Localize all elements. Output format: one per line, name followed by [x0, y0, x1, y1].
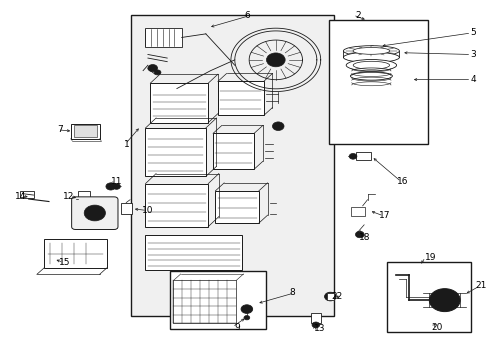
Ellipse shape: [352, 61, 389, 69]
Bar: [121, 203, 132, 214]
Text: 1: 1: [124, 140, 130, 149]
Circle shape: [266, 53, 285, 67]
Bar: [169, 271, 265, 329]
Circle shape: [147, 64, 157, 72]
Bar: [20, 192, 34, 198]
Text: 7: 7: [57, 125, 62, 134]
Text: 3: 3: [469, 50, 475, 59]
Circle shape: [355, 231, 364, 238]
Text: 9: 9: [234, 323, 240, 332]
Ellipse shape: [346, 59, 396, 71]
Bar: [326, 293, 333, 300]
Circle shape: [324, 292, 335, 301]
Circle shape: [154, 70, 161, 75]
FancyBboxPatch shape: [72, 197, 118, 229]
Ellipse shape: [343, 52, 399, 63]
Bar: [310, 314, 320, 323]
Bar: [145, 234, 242, 270]
Text: 11: 11: [111, 177, 122, 186]
Text: 15: 15: [59, 258, 70, 267]
Circle shape: [241, 305, 252, 314]
Bar: [356, 152, 370, 160]
Bar: [213, 134, 254, 169]
Text: 12: 12: [63, 192, 74, 201]
Bar: [145, 28, 182, 47]
Bar: [73, 126, 97, 137]
Circle shape: [348, 153, 356, 159]
Text: 16: 16: [396, 177, 407, 186]
Text: 14: 14: [15, 192, 26, 201]
Text: 8: 8: [289, 288, 294, 297]
Circle shape: [106, 183, 115, 190]
Text: 19: 19: [424, 253, 435, 262]
Circle shape: [244, 316, 249, 320]
Bar: [350, 207, 364, 216]
Circle shape: [311, 322, 319, 328]
Bar: [44, 239, 107, 268]
Bar: [386, 262, 470, 332]
Text: 20: 20: [431, 323, 442, 332]
Text: 10: 10: [142, 206, 153, 215]
Bar: [78, 192, 90, 205]
Circle shape: [112, 184, 120, 189]
Circle shape: [272, 122, 284, 131]
Bar: [71, 124, 100, 139]
Text: 22: 22: [330, 292, 342, 301]
Text: 17: 17: [378, 211, 389, 220]
Text: 6: 6: [244, 11, 250, 20]
Bar: [215, 191, 259, 223]
Circle shape: [428, 289, 459, 312]
Ellipse shape: [352, 48, 389, 54]
Ellipse shape: [343, 46, 399, 56]
Bar: [131, 15, 333, 316]
Bar: [145, 184, 208, 226]
Text: 2: 2: [354, 10, 360, 19]
Text: 5: 5: [469, 28, 475, 37]
Circle shape: [369, 46, 374, 50]
Text: 18: 18: [359, 233, 370, 242]
Text: 21: 21: [474, 281, 486, 290]
Bar: [328, 21, 427, 144]
Circle shape: [435, 294, 452, 307]
Ellipse shape: [350, 72, 391, 80]
Bar: [150, 83, 208, 123]
Circle shape: [84, 205, 105, 221]
Bar: [218, 81, 263, 116]
Bar: [173, 280, 236, 323]
Bar: [145, 128, 205, 176]
Text: 4: 4: [469, 75, 475, 84]
Text: 13: 13: [313, 324, 325, 333]
